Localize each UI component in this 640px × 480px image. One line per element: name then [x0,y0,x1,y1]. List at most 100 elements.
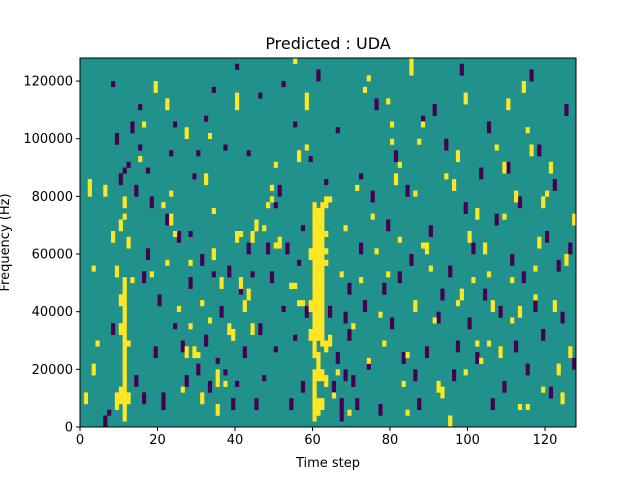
heatmap-cell-high [312,259,317,266]
heatmap-cell-high [316,248,321,255]
heatmap-cell-low [440,294,445,301]
heatmap-cell-high [316,328,321,336]
heatmap-cell-high [165,259,170,266]
heatmap-cell-high [320,300,325,307]
heatmap-cell-low [533,305,538,312]
heatmap-cell-high [320,311,325,318]
heatmap-cell-high [463,92,468,99]
heatmap-cell-low [370,190,375,197]
heatmap-cell-low [161,398,166,405]
heatmap-cell-low [490,398,495,405]
heatmap-cell-low [405,190,410,197]
heatmap-cell-high [254,225,259,232]
heatmap-cell-high [568,346,573,353]
heatmap-cell-low [161,392,166,399]
heatmap-cell-high [517,311,523,318]
heatmap-cell-high [428,265,433,272]
heatmap-cell-low [351,380,356,387]
heatmap-cell-high [142,121,147,128]
heatmap-cell-high [219,282,224,289]
heatmap-cell-high [250,236,255,243]
heatmap-cell-high [312,300,317,307]
heatmap-cell-high [548,161,554,168]
heatmap-cell-low [130,121,135,128]
heatmap-cell-low [188,277,193,284]
heatmap-cell-high [238,282,244,289]
heatmap-cell-low [339,415,344,422]
heatmap-cell-high [397,161,402,168]
heatmap-cell-low [374,98,379,105]
heatmap-cell-low [304,305,309,312]
heatmap-cell-high [552,300,557,307]
heatmap-cell-high [312,202,317,209]
heatmap-cell-high [192,352,197,359]
heatmap-cell-low [176,236,182,243]
x-tick-label: 120 [533,433,558,448]
heatmap-cell-high [308,254,313,261]
heatmap-cell-high [324,202,329,209]
heatmap-cell-high [122,386,127,393]
y-axis-label: Frequency (Hz) [0,193,13,291]
heatmap-cell-high [188,323,193,330]
heatmap-cell-high [471,277,476,284]
heatmap-cell-high [409,58,414,65]
heatmap-cell-high [308,334,313,341]
heatmap-cell-high [126,340,131,347]
heatmap-cell-high [483,242,488,249]
heatmap-cell-high [510,277,515,284]
heatmap-cell-high [331,392,337,399]
heatmap-cell-low [529,75,534,82]
heatmap-cell-low [153,346,158,353]
heatmap-cell-high [413,300,418,307]
heatmap-cell-high [324,230,329,238]
heatmap-cell-high [118,386,123,393]
heatmap-cell-high [568,352,573,359]
heatmap-cell-high [312,277,317,284]
heatmap-cell-high [184,346,189,353]
heatmap-cell-low [142,392,147,399]
heatmap-cell-low [444,138,449,145]
heatmap-cell-high [161,202,166,209]
heatmap-cell-low [572,357,577,364]
heatmap-cell-high [545,190,550,197]
heatmap-cell-low [463,207,468,214]
heatmap-cell-high [502,161,507,168]
heatmap-cell-high [320,323,325,330]
heatmap-cell-low [130,127,135,134]
heatmap-cell-high [382,340,387,347]
heatmap-cell-low [548,386,554,393]
heatmap-cell-low [397,271,402,278]
heatmap-cell-high [316,265,321,272]
heatmap-cell-low [506,167,511,174]
heatmap-cell-high [572,219,577,226]
heatmap-cell-high [320,277,325,284]
heatmap-cell-high [122,305,127,312]
heatmap-cell-low [289,398,294,405]
heatmap-cell-low [188,282,193,289]
heatmap-cell-low [169,150,174,157]
heatmap-cell-high [184,127,189,134]
heatmap-cell-high [440,386,445,393]
heatmap-cell-high [130,277,135,284]
heatmap-cell-low [211,86,216,93]
heatmap-cell-high [390,121,395,128]
heatmap-cell-high [475,340,480,347]
heatmap-cell-low [297,259,302,266]
heatmap-cell-high [328,340,333,347]
heatmap-cell-high [308,328,313,336]
heatmap-cell-high [122,202,127,209]
heatmap-cell-low [215,357,220,364]
heatmap-cell-high [122,311,127,318]
heatmap-cell-low [335,127,340,134]
heatmap-cell-low [401,352,406,359]
heatmap-cell-low [207,380,213,387]
heatmap-cell-low [359,248,364,255]
heatmap-cell-low [149,202,154,209]
heatmap-cell-high [320,259,325,266]
x-tick-label: 20 [149,433,166,448]
heatmap-cell-high [432,317,437,324]
heatmap-cell-high [312,380,317,387]
heatmap-cell-low [111,328,116,336]
heatmap-cell-high [293,58,298,65]
heatmap-cell-high [312,242,317,249]
